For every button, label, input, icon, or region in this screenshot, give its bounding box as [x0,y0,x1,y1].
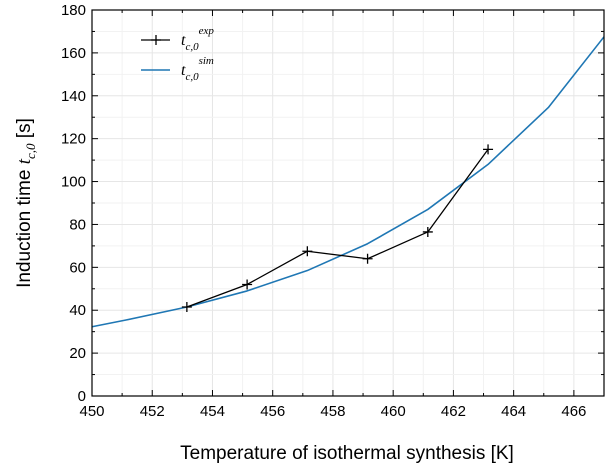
y-tick-label: 20 [69,345,86,362]
x-tick-label: 456 [260,403,285,420]
y-tick-label: 40 [69,302,86,319]
legend-sim-superscript: sim [199,55,214,67]
legend-label-exp: tc,0exp [181,25,214,53]
x-tick-label: 452 [140,403,165,420]
data-point-exp [181,302,192,313]
legend-label-sim: tc,0sim [181,55,214,83]
series-line-sim [91,36,605,328]
y-axis-label-symbol: t [14,158,35,164]
data-point-exp [302,246,313,257]
data-point-exp [362,253,373,264]
x-tick-label: 460 [381,403,406,420]
data-point-exp [483,144,494,155]
series-layer [91,36,605,328]
y-tick-label: 0 [78,388,86,405]
series-sim [91,36,605,328]
x-tick-label: 450 [79,403,104,420]
x-axis-label: Temperature of isothermal synthesis [K] [180,443,514,464]
y-axis-label-prefix: Induction time [14,164,35,288]
legend: tc,0exp tc,0sim [141,25,214,83]
legend-entry-sim: tc,0sim [141,55,214,83]
y-tick-label: 60 [69,259,86,276]
axis-ticks [91,9,605,397]
x-tick-label: 454 [200,403,225,420]
tick-labels: 450 452 454 456 458 460 462 464 466 0 20 40 60 80 100 1… [61,2,586,420]
data-point-exp [242,279,253,290]
legend-exp-symbol: t [181,32,186,49]
x-tick-label: 466 [561,403,586,420]
y-axis-label-subscript: c,0 [23,143,38,159]
series-line-exp [186,149,489,308]
y-tick-label: 140 [61,88,86,105]
grid [91,9,605,397]
y-axis-label-suffix: [s] [14,118,35,143]
y-tick-label: 100 [61,174,86,191]
legend-marker-exp [151,35,161,45]
x-tick-label: 462 [441,403,466,420]
y-tick-label: 180 [61,2,86,19]
legend-exp-subscript: c,0 [185,41,199,53]
y-axis-label: Induction time tc,0 [s] [14,118,38,288]
y-tick-label: 160 [61,45,86,62]
x-tick-label: 458 [320,403,345,420]
legend-exp-superscript: exp [199,25,215,37]
y-tick-label: 80 [69,216,86,233]
legend-entry-exp: tc,0exp [141,25,214,53]
legend-sim-subscript: c,0 [185,71,199,83]
y-tick-label: 120 [61,131,86,148]
data-point-exp [422,226,433,237]
legend-sim-symbol: t [181,62,186,79]
x-tick-label: 464 [501,403,526,420]
series-exp [181,144,494,313]
